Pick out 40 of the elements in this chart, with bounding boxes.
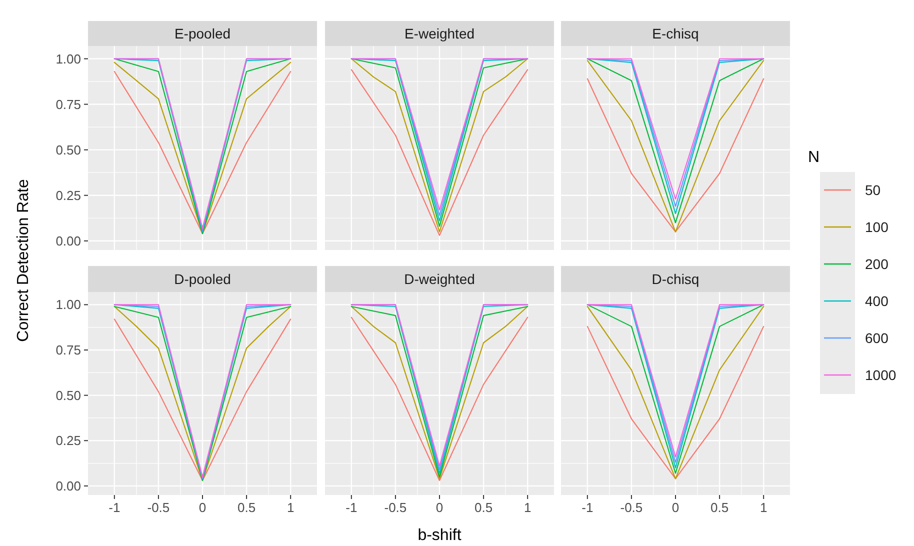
x-tick-label: -1: [108, 500, 120, 515]
x-tick-label: 1: [286, 500, 294, 515]
legend-title: N: [808, 149, 820, 166]
x-tick-label: 0: [672, 500, 680, 515]
legend-label: 400: [865, 293, 889, 309]
chart-title: E-pooled: [174, 26, 231, 42]
y-tick-label: 0.25: [56, 188, 81, 203]
legend-label: 1000: [865, 367, 896, 383]
x-tick-label: 0.5: [710, 500, 729, 515]
y-tick-label: 1.00: [56, 297, 81, 312]
chart-title: D-pooled: [174, 271, 231, 287]
chart-title: D-chisq: [652, 271, 700, 287]
x-tick-label: 0: [198, 500, 206, 515]
x-tick-label: 0: [436, 500, 444, 515]
chart-title: E-chisq: [652, 26, 699, 42]
x-tick-label: 0.5: [474, 500, 493, 515]
legend-label: 50: [865, 182, 881, 198]
x-tick-label: 0.5: [238, 500, 256, 515]
x-tick-label: 1: [524, 500, 532, 515]
y-tick-label: 0.75: [56, 342, 81, 358]
legend-label: 600: [865, 330, 889, 346]
x-tick-label: -1: [582, 500, 594, 515]
y-tick-label: 0.50: [56, 388, 81, 403]
y-tick-label: 0.50: [56, 142, 81, 158]
legend-label: 200: [865, 256, 889, 272]
legend-label: 100: [865, 219, 889, 235]
chart-title: D-weighted: [404, 271, 475, 287]
y-tick-label: 0.25: [56, 433, 81, 448]
chart-title: E-weighted: [404, 26, 475, 42]
y-axis-title: Correct Detection Rate: [15, 179, 32, 342]
x-tick-label: -0.5: [620, 500, 643, 515]
x-tick-label: -0.5: [384, 500, 407, 515]
x-tick-label: -1: [346, 500, 358, 515]
x-tick-label: 1: [760, 500, 768, 515]
y-tick-label: 1.00: [56, 51, 81, 66]
y-tick-label: 0.00: [56, 478, 81, 494]
x-tick-label: -0.5: [147, 500, 170, 515]
y-tick-label: 0.75: [56, 96, 81, 112]
x-axis-title: b-shift: [418, 527, 462, 544]
y-tick-label: 0.00: [56, 233, 81, 248]
